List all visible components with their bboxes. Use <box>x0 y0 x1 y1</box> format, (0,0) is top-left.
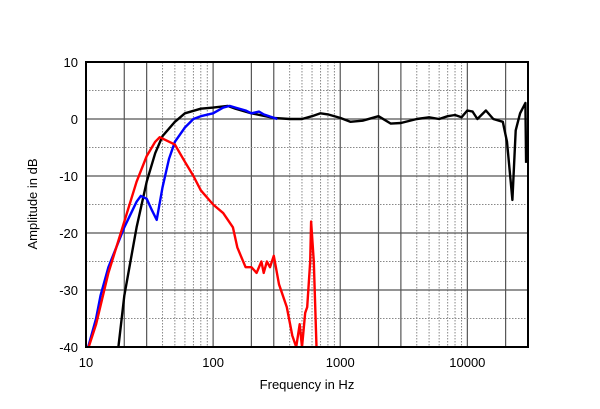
y-tick-label: -40 <box>59 340 78 355</box>
y-tick-label: 0 <box>71 112 78 127</box>
grid <box>86 62 528 347</box>
x-tick-label: 10000 <box>449 355 485 370</box>
series-lines <box>87 101 528 347</box>
y-tick-label: -10 <box>59 169 78 184</box>
y-axis-label: Amplitude in dB <box>25 158 40 249</box>
y-tick-label: -20 <box>59 226 78 241</box>
series-red-line <box>87 136 318 347</box>
plot-frame <box>85 61 529 348</box>
series-blue-line <box>87 104 278 347</box>
x-tick-label: 1000 <box>326 355 355 370</box>
y-tick-label: -30 <box>59 283 78 298</box>
x-tick-label: 10 <box>79 355 93 370</box>
y-tick-label: 10 <box>64 55 78 70</box>
x-axis-label: Frequency in Hz <box>260 377 355 392</box>
x-tick-label: 100 <box>202 355 224 370</box>
series-black-line <box>117 101 528 347</box>
